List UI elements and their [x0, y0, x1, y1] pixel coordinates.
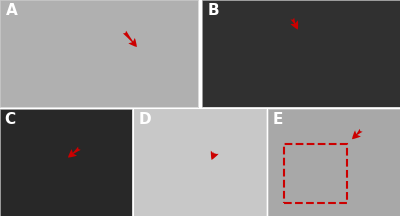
Text: D: D: [138, 112, 151, 127]
Bar: [284, 144, 347, 203]
Text: A: A: [6, 3, 18, 18]
Text: B: B: [208, 3, 220, 18]
Text: E: E: [272, 112, 283, 127]
Text: C: C: [4, 112, 15, 127]
